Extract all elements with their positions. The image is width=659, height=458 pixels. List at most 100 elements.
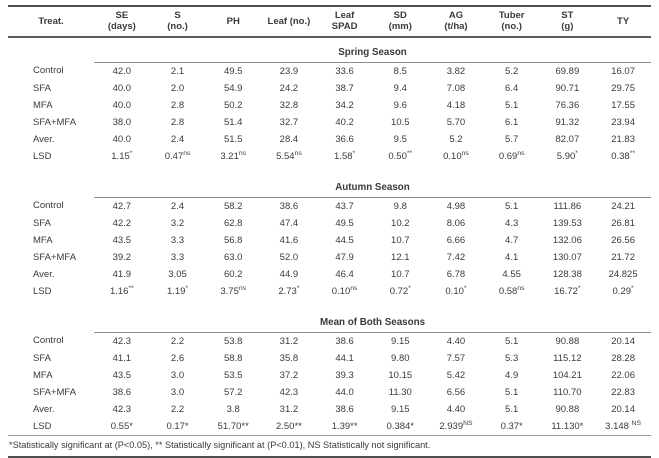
value-cell: 42.3 [279, 386, 299, 398]
value-cell: 6.66 [446, 234, 466, 246]
value-cell: 104.21 [552, 369, 582, 381]
data-row: MFA 40.0 2.8 50.2 32.8 34.2 9.6 4.18 5.1 76.36 17.… [8, 97, 651, 114]
value-cell: 3.0 [170, 386, 185, 398]
value-cell: 4.40 [446, 403, 466, 415]
value-cell: 44.1 [335, 352, 354, 364]
value-cell: 5.1 [505, 386, 519, 398]
value-cell: 1.16** [109, 284, 134, 297]
data-row: SFA+MFA 38.0 2.8 51.4 32.7 40.2 10.5 5.70 6.1 91.… [8, 114, 651, 131]
value-cell: 32.8 [279, 99, 299, 111]
significance-marker: * [185, 284, 189, 292]
value-cell: 20.14 [611, 403, 635, 415]
data-row: SFA 40.0 2.0 54.9 24.2 38.7 9.4 7.08 6.4 90.71 29.… [8, 80, 651, 97]
significance-marker: * [575, 149, 578, 157]
value-cell: 26.56 [611, 234, 635, 246]
treatment-label: SFA+MFA [33, 116, 77, 128]
value-cell: 0.29* [612, 284, 634, 297]
value-cell: 43.7 [335, 200, 354, 212]
value-cell: 51.4 [223, 116, 243, 128]
value-cell: 0.17* [166, 420, 189, 432]
value-cell: 3.82 [446, 65, 466, 77]
significance-marker: ns [517, 149, 525, 157]
data-row: LSD 1.15* 0.47ns 3.21ns 5.54ns 1.58* 0.50** 0.1… [8, 148, 651, 165]
value-cell: 47.9 [335, 251, 354, 263]
column-header: Tuber (no.) [483, 6, 540, 38]
value-cell: 29.75 [611, 82, 635, 94]
value-cell: 10.7 [391, 268, 410, 280]
value-cell: 2.939NS [439, 419, 473, 432]
significance-marker: * [577, 284, 581, 292]
treatment-label: SFA+MFA [33, 251, 77, 263]
value-cell: 42.2 [112, 217, 132, 229]
value-cell: 5.54ns [276, 149, 302, 162]
significance-marker: * [129, 149, 133, 157]
value-cell: 53.5 [223, 369, 243, 381]
value-cell: 4.9 [505, 369, 519, 381]
season-title: Mean of Both Seasons [94, 300, 651, 333]
value-cell: 24.825 [608, 268, 638, 280]
value-cell: 0.69ns [498, 149, 525, 162]
value-cell: 56.8 [223, 234, 243, 246]
value-cell: 23.94 [611, 116, 635, 128]
season-header-row: Mean of Both Seasons [8, 300, 651, 333]
column-header: ST (g) [539, 6, 596, 38]
value-cell: 5.1 [505, 335, 519, 347]
treatment-label: MFA [33, 369, 53, 381]
value-cell: 52.0 [279, 251, 299, 263]
value-cell: 38.6 [335, 403, 354, 415]
season-title: Autumn Season [94, 165, 651, 198]
season-spacer [8, 37, 94, 63]
value-cell: 2.8 [170, 116, 185, 128]
value-cell: 2.1 [170, 65, 185, 77]
value-cell: 58.2 [223, 200, 243, 212]
value-cell: 23.9 [279, 65, 299, 77]
data-row: LSD 1.16** 1.19* 3.75ns 2.73* 0.10ns 0.72* 0.10… [8, 283, 651, 300]
significance-marker: ns [294, 149, 302, 157]
value-cell: 2.0 [170, 82, 185, 94]
column-header: Leaf (no.) [261, 6, 317, 38]
value-cell: 28.28 [611, 352, 635, 364]
treatment-label: MFA [33, 99, 53, 111]
value-cell: 38.6 [335, 335, 354, 347]
treatment-label: LSD [33, 150, 52, 162]
value-cell: 42.7 [112, 200, 132, 212]
value-cell: 6.4 [505, 82, 519, 94]
value-cell: 63.0 [223, 251, 243, 263]
value-cell: 42.0 [112, 65, 132, 77]
data-row: SFA+MFA 38.6 3.0 57.2 42.3 44.0 11.30 6.56 5.1 11… [8, 384, 651, 401]
value-cell: 36.6 [335, 133, 354, 145]
value-cell: 0.37* [500, 420, 523, 432]
value-cell: 57.2 [223, 386, 243, 398]
value-cell: 82.07 [555, 133, 580, 145]
season-header-row: Autumn Season [8, 165, 651, 198]
value-cell: 9.8 [393, 200, 407, 212]
value-cell: 31.2 [279, 403, 299, 415]
value-cell: 22.06 [611, 369, 635, 381]
value-cell: 90.71 [555, 82, 580, 94]
value-cell: 21.83 [611, 133, 635, 145]
value-cell: 5.90* [556, 149, 578, 162]
value-cell: 53.8 [223, 335, 243, 347]
value-cell: 76.36 [555, 99, 580, 111]
value-cell: 132.06 [552, 234, 582, 246]
value-cell: 9.80 [391, 352, 410, 364]
significance-marker: NS [463, 419, 473, 427]
value-cell: 7.08 [446, 82, 466, 94]
value-cell: 49.5 [223, 65, 243, 77]
value-cell: 1.19* [166, 284, 189, 297]
header-row: Treat. SE (days) S (no.) PH Leaf (no.) Leaf SPAD… [8, 6, 651, 38]
value-cell: 130.07 [552, 251, 582, 263]
value-cell: 0.50** [388, 149, 413, 162]
value-cell: 1.39** [331, 420, 358, 432]
treatment-label: MFA [33, 234, 53, 246]
value-cell: 17.55 [611, 99, 635, 111]
value-cell: 43.5 [112, 369, 132, 381]
value-cell: 51.5 [223, 133, 243, 145]
value-cell: 4.18 [446, 99, 466, 111]
data-row: Control 42.7 2.4 58.2 38.6 43.7 9.8 4.98 5.1 111.… [8, 198, 651, 216]
value-cell: 139.53 [552, 217, 582, 229]
data-row: SFA+MFA 39.2 3.3 63.0 52.0 47.9 12.1 7.42 4.1 130… [8, 249, 651, 266]
value-cell: 38.6 [279, 200, 299, 212]
value-cell: 42.3 [112, 403, 132, 415]
significance-marker: * [463, 284, 467, 292]
